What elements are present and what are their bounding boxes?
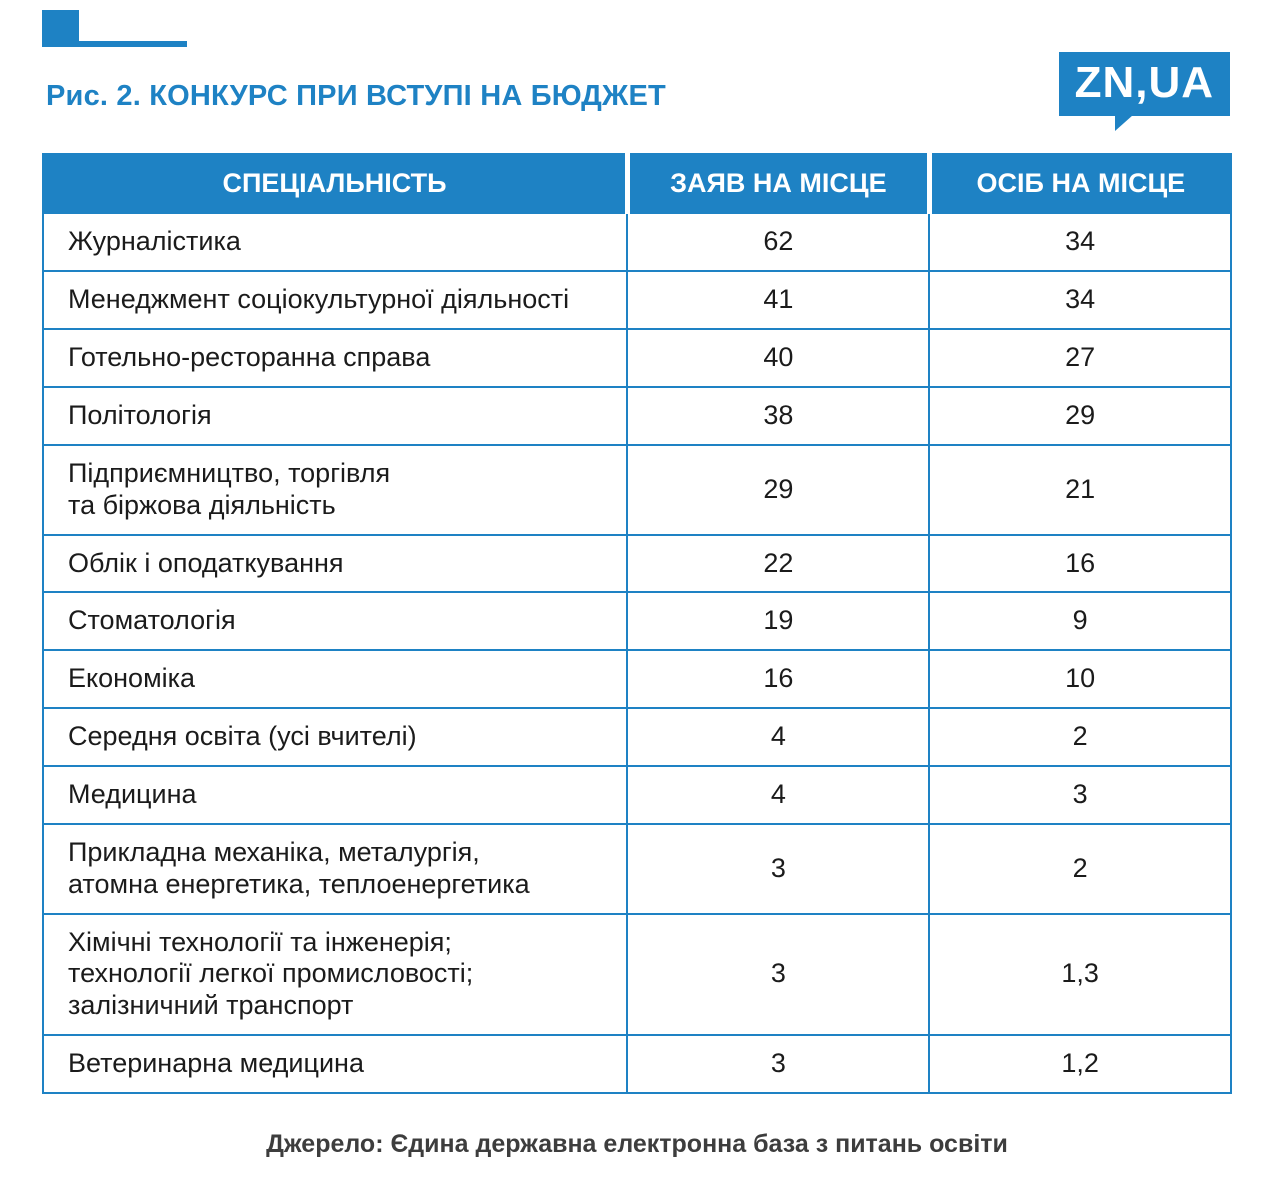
cell-applications: 40 [626, 328, 931, 388]
znua-logo-tail [1114, 115, 1133, 131]
cell-specialty: Економіка [41, 649, 629, 710]
cell-persons: 1,3 [928, 912, 1232, 1037]
table-row: Середня освіта (усі вчителі) 4 2 [41, 707, 1232, 767]
table-header-row: СПЕЦІАЛЬНІСТЬ ЗАЯВ НА МІСЦЕ ОСІБ НА МІСЦ… [41, 153, 1232, 215]
cell-applications: 19 [626, 591, 931, 652]
cell-persons: 10 [928, 649, 1232, 710]
cell-specialty: Політологія [41, 385, 629, 446]
table-row: Політологія 38 29 [41, 385, 1232, 446]
cell-applications: 3 [626, 1034, 931, 1094]
cell-specialty: Середня освіта (усі вчителі) [41, 707, 629, 767]
cell-applications: 62 [626, 212, 931, 273]
table-row: Підприємництво, торгівля та біржова діял… [41, 443, 1232, 536]
cell-specialty: Журналістика [41, 212, 629, 273]
cell-persons: 16 [928, 533, 1232, 594]
table-row: Готельно-ресторанна справа 40 27 [41, 328, 1232, 388]
cell-persons: 9 [928, 591, 1232, 652]
cell-persons: 29 [928, 385, 1232, 446]
table-row: Прикладна механіка, металургія, атомна е… [41, 822, 1232, 915]
cell-persons: 1,2 [928, 1034, 1232, 1094]
cell-applications: 38 [626, 385, 931, 446]
znua-logo-text: ZN,UA [1074, 58, 1214, 107]
cell-specialty: Підприємництво, торгівля та біржова діял… [41, 443, 629, 536]
cell-applications: 22 [626, 533, 931, 594]
cell-applications: 29 [626, 443, 931, 536]
cell-specialty: Стоматологія [41, 591, 629, 652]
znua-logo: ZN,UA [1058, 52, 1230, 131]
table-row: Хімічні технології та інженерія; техноло… [41, 912, 1232, 1037]
cell-persons: 3 [928, 764, 1232, 825]
cell-specialty: Прикладна механіка, металургія, атомна е… [41, 822, 629, 915]
decoration-square [42, 10, 79, 47]
cell-persons: 34 [928, 212, 1232, 273]
source-caption: Джерело: Єдина державна електронна база … [266, 1129, 1008, 1158]
cell-specialty: Облік і оподаткування [41, 533, 629, 594]
column-header-specialty: СПЕЦІАЛЬНІСТЬ [41, 153, 629, 215]
cell-applications: 3 [626, 822, 931, 915]
table-row: Економіка 16 10 [41, 649, 1232, 710]
cell-specialty: Ветеринарна медицина [41, 1034, 629, 1094]
table-row: Облік і оподаткування 22 16 [41, 533, 1232, 594]
cell-applications: 16 [626, 649, 931, 710]
cell-persons: 27 [928, 328, 1232, 388]
cell-applications: 4 [626, 764, 931, 825]
cell-persons: 2 [928, 822, 1232, 915]
cell-applications: 4 [626, 707, 931, 767]
cell-specialty: Готельно-ресторанна справа [41, 328, 629, 388]
table-row: Журналістика 62 34 [41, 212, 1232, 273]
cell-specialty: Хімічні технології та інженерія; техноло… [41, 912, 629, 1037]
figure-title: Рис. 2. КОНКУРС ПРИ ВСТУПІ НА БЮДЖЕТ [46, 80, 666, 112]
data-table: СПЕЦІАЛЬНІСТЬ ЗАЯВ НА МІСЦЕ ОСІБ НА МІСЦ… [41, 153, 1232, 1094]
top-decoration [42, 8, 1232, 54]
table-row: Менеджмент соціокультурної діяльності 41… [41, 270, 1232, 331]
cell-specialty: Менеджмент соціокультурної діяльності [41, 270, 629, 331]
cell-applications: 3 [626, 912, 931, 1037]
cell-persons: 2 [928, 707, 1232, 767]
table-row: Стоматологія 19 9 [41, 591, 1232, 652]
column-header-persons: ОСІБ НА МІСЦЕ [926, 153, 1232, 215]
column-header-applications: ЗАЯВ НА МІСЦЕ [624, 153, 931, 215]
table-row: Медицина 4 3 [41, 764, 1232, 825]
table-row: Ветеринарна медицина 3 1,2 [41, 1034, 1232, 1094]
cell-persons: 21 [928, 443, 1232, 536]
cell-persons: 34 [928, 270, 1232, 331]
cell-specialty: Медицина [41, 764, 629, 825]
decoration-line [59, 41, 187, 47]
cell-applications: 41 [626, 270, 931, 331]
